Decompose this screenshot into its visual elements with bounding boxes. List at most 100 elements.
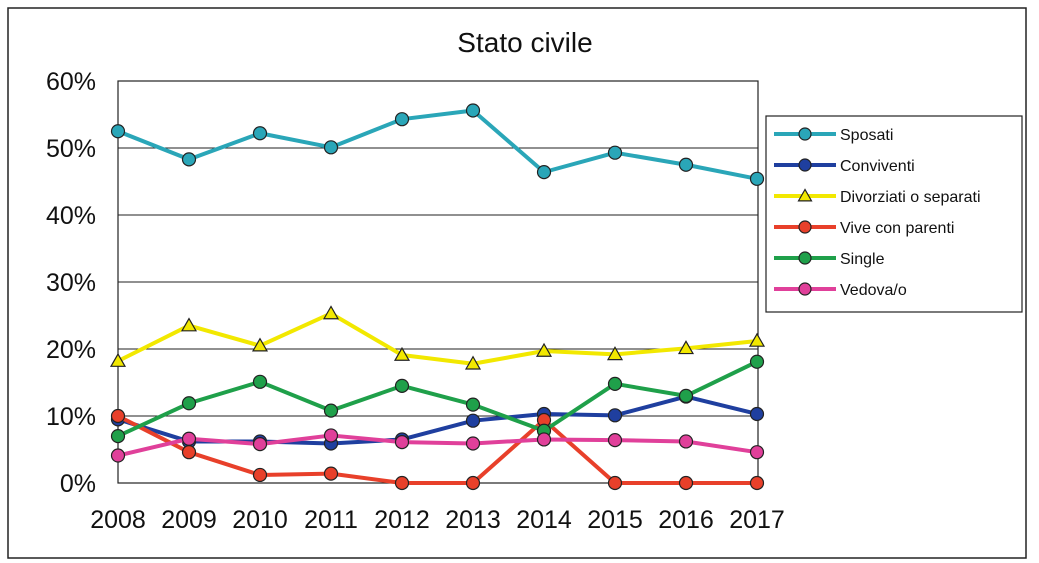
x-axis-tick-labels: 2008 2009 2010 2011 2012 2013 2014 2015 2016 2017 bbox=[90, 506, 785, 534]
y-axis-tick-labels: 0% 10% 20% 30% 40% 50% 60% bbox=[46, 68, 96, 498]
data-point-divorziati-o-separati bbox=[606, 346, 624, 361]
x-tick-label: 2011 bbox=[304, 506, 358, 534]
chart-title: Stato civile bbox=[457, 27, 592, 58]
data-point-sposati bbox=[465, 103, 481, 118]
x-tick-label: 2015 bbox=[587, 506, 643, 534]
x-tick-label: 2009 bbox=[161, 506, 217, 534]
legend-item-vedova-o: Vedova/o bbox=[774, 282, 907, 299]
data-point-single bbox=[181, 396, 197, 411]
data-point-sposati bbox=[181, 152, 197, 167]
series-vive-con-parenti bbox=[110, 408, 765, 491]
data-point-vedova-o bbox=[536, 432, 552, 447]
data-point-sposati bbox=[323, 140, 339, 155]
series-vedova-o bbox=[110, 428, 765, 463]
y-tick-label: 40% bbox=[46, 202, 96, 230]
x-tick-label: 2008 bbox=[90, 506, 146, 534]
legend-swatch-marker bbox=[798, 220, 812, 234]
series-line-vive-con-parenti bbox=[117, 414, 757, 485]
x-tick-label: 2014 bbox=[516, 506, 572, 534]
data-point-sposati bbox=[536, 165, 552, 180]
data-point-vive-con-parenti bbox=[110, 408, 126, 424]
legend-label: Conviventi bbox=[840, 158, 915, 175]
data-point-vedova-o bbox=[678, 434, 694, 449]
legend-item-sposati: Sposati bbox=[774, 127, 893, 144]
legend: Sposati Conviventi Divorziati o separati Vi… bbox=[774, 127, 981, 299]
y-tick-label: 50% bbox=[46, 135, 96, 163]
y-tick-label: 0% bbox=[60, 470, 96, 498]
data-point-divorziati-o-separati bbox=[464, 355, 482, 370]
x-tick-label: 2010 bbox=[232, 506, 288, 534]
data-point-vive-con-parenti bbox=[749, 475, 765, 491]
y-tick-label: 60% bbox=[46, 68, 96, 96]
data-point-sposati bbox=[252, 126, 268, 141]
data-point-vive-con-parenti bbox=[678, 475, 694, 491]
data-point-vedova-o bbox=[465, 436, 481, 451]
data-point-sposati bbox=[110, 124, 126, 139]
data-point-single bbox=[749, 354, 765, 369]
series-divorziati-o-separati bbox=[109, 305, 766, 370]
data-point-divorziati-o-separati bbox=[322, 305, 340, 320]
series-line-sposati bbox=[117, 108, 758, 181]
data-point-divorziati-o-separati bbox=[251, 337, 269, 352]
legend-swatch-marker bbox=[798, 127, 812, 141]
series-line-vedova-o bbox=[117, 433, 758, 458]
legend-box bbox=[765, 115, 1023, 313]
data-point-sposati bbox=[394, 112, 410, 127]
data-point-vive-con-parenti bbox=[323, 466, 339, 481]
data-point-single bbox=[678, 388, 694, 403]
data-point-sposati bbox=[749, 171, 765, 186]
legend-label: Vive con parenti bbox=[840, 220, 954, 237]
y-tick-label: 30% bbox=[46, 269, 96, 297]
series-line-single bbox=[117, 359, 758, 438]
x-tick-label: 2017 bbox=[729, 506, 785, 534]
series-sposati bbox=[110, 103, 765, 186]
data-point-sposati bbox=[678, 157, 694, 172]
x-tick-label: 2013 bbox=[445, 506, 501, 534]
series-single bbox=[110, 354, 765, 444]
data-point-vive-con-parenti bbox=[181, 445, 197, 460]
x-tick-label: 2016 bbox=[658, 506, 714, 534]
legend-swatch-marker bbox=[798, 251, 812, 265]
data-point-sposati bbox=[607, 145, 623, 160]
data-point-vive-con-parenti bbox=[394, 475, 410, 491]
data-point-conviventi bbox=[749, 406, 765, 422]
data-point-divorziati-o-separati bbox=[535, 342, 553, 357]
x-tick-label: 2012 bbox=[374, 506, 430, 534]
data-point-vedova-o bbox=[749, 445, 765, 460]
data-point-vive-con-parenti bbox=[252, 467, 268, 483]
legend-item-conviventi: Conviventi bbox=[774, 158, 915, 175]
data-point-vive-con-parenti bbox=[607, 475, 623, 491]
legend-swatch-marker bbox=[798, 158, 812, 172]
data-point-divorziati-o-separati bbox=[109, 352, 127, 367]
legend-item-single: Single bbox=[774, 251, 885, 268]
data-point-single bbox=[607, 376, 623, 391]
data-point-vive-con-parenti bbox=[465, 475, 481, 491]
series-layer bbox=[109, 103, 766, 491]
legend-swatch-marker bbox=[797, 188, 813, 202]
legend-label: Sposati bbox=[840, 127, 893, 144]
data-point-vedova-o bbox=[110, 448, 126, 463]
data-point-vedova-o bbox=[252, 437, 268, 452]
series-line-divorziati-o-separati bbox=[117, 311, 758, 366]
legend-label: Divorziati o separati bbox=[840, 189, 981, 206]
legend-label: Single bbox=[840, 251, 885, 268]
legend-swatch-marker bbox=[798, 282, 812, 296]
data-point-single bbox=[110, 429, 126, 444]
y-tick-label: 20% bbox=[46, 336, 96, 364]
data-point-divorziati-o-separati bbox=[393, 346, 411, 361]
data-point-vedova-o bbox=[323, 428, 339, 443]
data-point-single bbox=[394, 378, 410, 393]
data-point-conviventi bbox=[607, 408, 623, 423]
data-point-vedova-o bbox=[181, 431, 197, 446]
data-point-conviventi bbox=[465, 413, 481, 428]
legend-label: Vedova/o bbox=[840, 282, 907, 299]
data-point-single bbox=[323, 403, 339, 418]
data-point-vedova-o bbox=[607, 433, 623, 448]
data-point-divorziati-o-separati bbox=[677, 340, 695, 355]
data-point-vedova-o bbox=[394, 435, 410, 450]
data-point-single bbox=[252, 374, 268, 389]
legend-item-divorziati-o-separati: Divorziati o separati bbox=[774, 188, 981, 206]
data-point-divorziati-o-separati bbox=[180, 317, 198, 332]
